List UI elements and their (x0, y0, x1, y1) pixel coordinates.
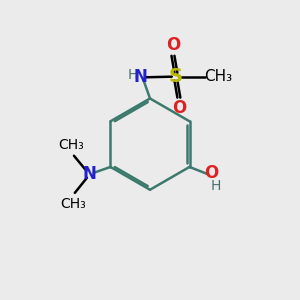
Text: CH₃: CH₃ (204, 69, 232, 84)
Text: O: O (205, 164, 219, 182)
Text: O: O (166, 36, 180, 54)
Text: CH₃: CH₃ (60, 197, 86, 211)
Text: H: H (211, 179, 221, 193)
Text: H: H (127, 68, 137, 82)
Text: O: O (172, 99, 186, 117)
Text: N: N (82, 165, 96, 183)
Text: N: N (134, 68, 148, 86)
Text: CH₃: CH₃ (59, 138, 85, 152)
Text: S: S (169, 67, 183, 86)
